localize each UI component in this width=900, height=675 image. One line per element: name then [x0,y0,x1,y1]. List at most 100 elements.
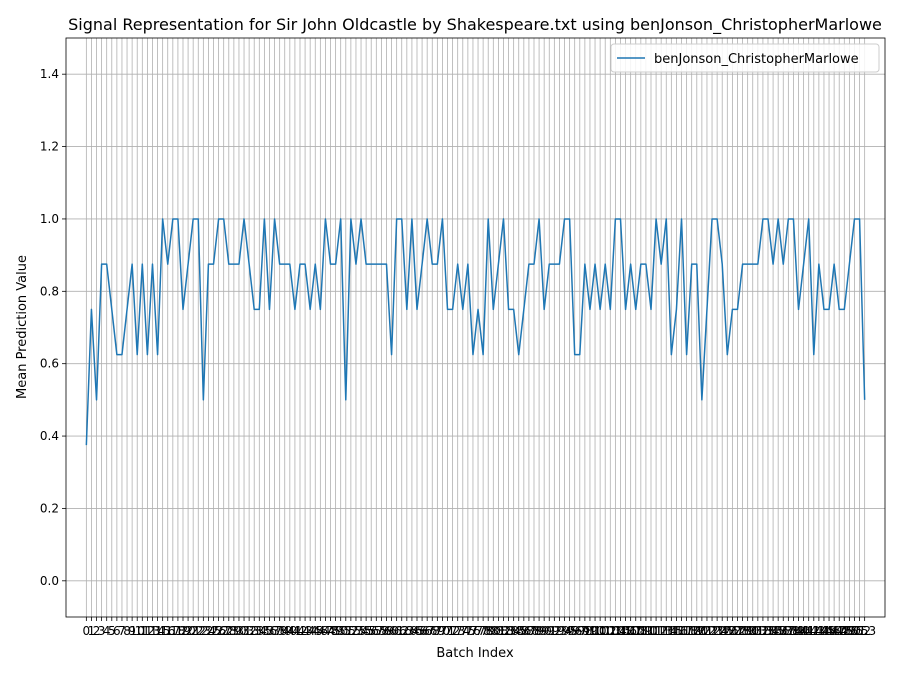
x-tick-label: 26 [211,624,226,638]
x-tick-label: 27 [216,624,231,638]
x-tick-label: 16 [160,624,175,638]
x-tick-label: 14 [150,624,165,638]
x-tick-label: 117 [670,624,693,638]
plot-area: 0.00.20.40.60.81.01.21.40123456789101112… [40,37,886,638]
x-tick-label: 118 [675,624,698,638]
x-tick-label: 141 [792,624,815,638]
x-tick-label: 17 [165,624,180,638]
y-tick-label: 1.4 [40,67,59,81]
x-tick-label: 112 [645,624,668,638]
x-tick-label: 46 [313,624,328,638]
x-tick-label: 13 [145,624,160,638]
x-tick-label: 131 [741,624,764,638]
x-tick-label: 44 [303,624,318,638]
x-tick-label: 139 [782,624,805,638]
x-tick-label: 52 [343,624,358,638]
x-tick-label: 1 [88,624,96,638]
x-tick-label: 108 [624,624,647,638]
x-tick-label: 121 [690,624,713,638]
x-tick-label: 81 [491,624,506,638]
x-tick-label: 133 [751,624,774,638]
x-tick-label: 116 [665,624,688,638]
x-tick-label: 79 [481,624,496,638]
x-tick-label: 34 [252,624,267,638]
x-tick-label: 147 [823,624,846,638]
x-tick-label: 38 [272,624,287,638]
y-tick-label: 1.0 [40,212,59,226]
x-tick-label: 19 [175,624,190,638]
x-tick-label: 87 [521,624,536,638]
x-tick-label: 42 [292,624,307,638]
x-tick-label: 74 [455,624,470,638]
x-tick-label: 77 [470,624,485,638]
x-tick-label: 36 [262,624,277,638]
x-tick-label: 146 [818,624,841,638]
x-tick-label: 53 [348,624,363,638]
x-tick-label: 7 [118,624,126,638]
x-tick-label: 119 [680,624,703,638]
x-tick-label: 145 [813,624,836,638]
x-tick-label: 126 [716,624,739,638]
x-tick-label: 88 [526,624,541,638]
x-axis-label: Batch Index [436,646,514,661]
y-tick-label: 0.6 [40,357,59,371]
x-tick-label: 120 [685,624,708,638]
x-tick-label: 144 [807,624,830,638]
x-tick-label: 58 [374,624,389,638]
x-tick-label: 71 [440,624,455,638]
x-tick-label: 125 [711,624,734,638]
x-tick-label: 32 [241,624,256,638]
x-tick-label: 122 [696,624,719,638]
x-tick-label: 135 [762,624,785,638]
x-tick-label: 72 [445,624,460,638]
x-tick-label: 75 [460,624,475,638]
x-tick-label: 24 [201,624,216,638]
legend-box [610,43,880,73]
x-tick-label: 21 [186,624,201,638]
x-tick-label: 93 [552,624,567,638]
x-tick-label: 33 [247,624,262,638]
x-tick-label: 69 [430,624,445,638]
x-tick-label: 59 [379,624,394,638]
x-tick-label: 9 [128,624,136,638]
x-tick-label: 134 [757,624,780,638]
x-tick-label: 148 [828,624,851,638]
x-tick-label: 113 [650,624,673,638]
x-tick-label: 49 [328,624,343,638]
x-tick-label: 85 [511,624,526,638]
x-tick-label: 142 [797,624,820,638]
x-tick-label: 136 [767,624,790,638]
y-tick-label: 0.8 [40,284,59,298]
x-tick-label: 82 [496,624,511,638]
x-tick-label: 103 [599,624,622,638]
x-tick-label: 64 [404,624,419,638]
x-tick-label: 55 [358,624,373,638]
x-tick-label: 37 [267,624,282,638]
x-tick-label: 67 [420,624,435,638]
x-tick-label: 98 [577,624,592,638]
x-tick-label: 86 [516,624,531,638]
x-tick-label: 138 [777,624,800,638]
x-tick-label: 92 [547,624,562,638]
x-tick-label: 61 [389,624,404,638]
x-tick-label: 140 [787,624,810,638]
x-tick-label: 80 [486,624,501,638]
x-tick-label: 91 [542,624,557,638]
x-tick-label: 73 [450,624,465,638]
x-tick-label: 132 [746,624,769,638]
x-tick-label: 35 [257,624,272,638]
x-tick-label: 40 [282,624,297,638]
axes-frame [65,37,886,618]
x-tick-label: 100 [584,624,607,638]
x-tick-label: 127 [721,624,744,638]
x-tick-label: 50 [333,624,348,638]
x-tick-label: 143 [802,624,825,638]
x-tick-label: 18 [170,624,185,638]
x-tick-label: 104 [604,624,627,638]
x-tick-label: 130 [736,624,759,638]
x-tick-label: 57 [369,624,384,638]
x-tick-label: 48 [323,624,338,638]
x-tick-label: 20 [180,624,195,638]
x-tick-label: 30 [231,624,246,638]
